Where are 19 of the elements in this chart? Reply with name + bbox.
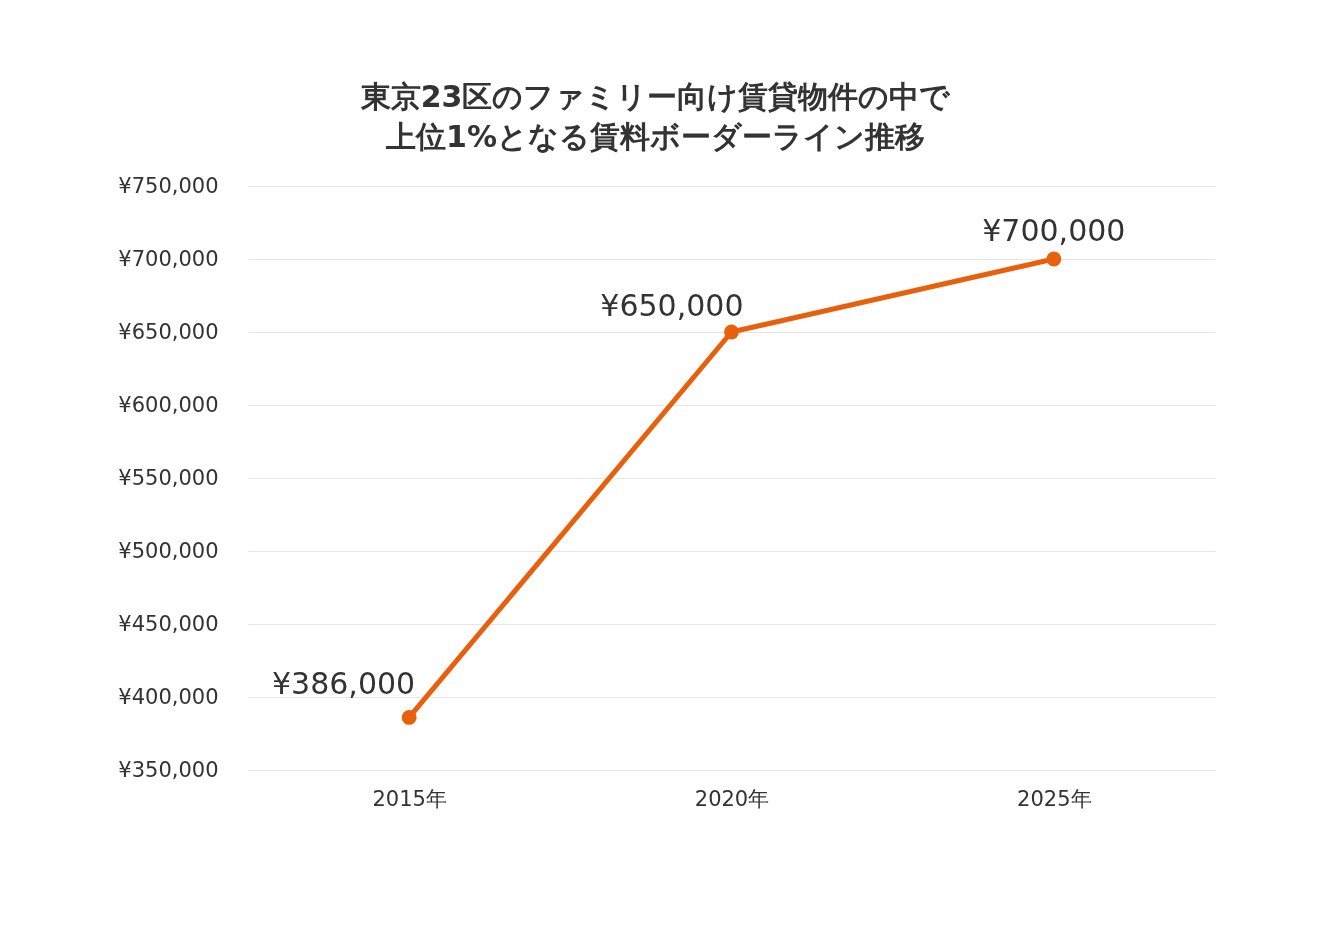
x-tick-label: 2025年 bbox=[1017, 786, 1092, 811]
y-tick-label: ¥500,000 bbox=[118, 538, 219, 563]
y-tick-label: ¥400,000 bbox=[118, 684, 219, 709]
data-label: ¥386,000 bbox=[272, 666, 416, 702]
data-label: ¥650,000 bbox=[600, 288, 744, 323]
y-tick-label: ¥600,000 bbox=[118, 392, 219, 417]
y-tick-label: ¥550,000 bbox=[118, 465, 219, 490]
data-label: ¥700,000 bbox=[982, 213, 1126, 248]
point bbox=[401, 710, 417, 725]
y-tick-label: ¥650,000 bbox=[118, 319, 219, 344]
y-tick-label: ¥350,000 bbox=[118, 757, 219, 782]
chart-title: 東京23区のファミリー向け賃貸物件の中で上位1%となる賃料ボーダーライン推移 bbox=[359, 79, 952, 154]
x-tick-label: 2020年 bbox=[694, 786, 770, 811]
point bbox=[724, 324, 739, 340]
y-tick-label: ¥750,000 bbox=[118, 173, 219, 198]
y-tick-label: ¥450,000 bbox=[118, 611, 219, 636]
point bbox=[1046, 251, 1062, 267]
x-tick-label: 2015年 bbox=[372, 786, 447, 811]
y-tick-label: ¥700,000 bbox=[118, 246, 219, 271]
